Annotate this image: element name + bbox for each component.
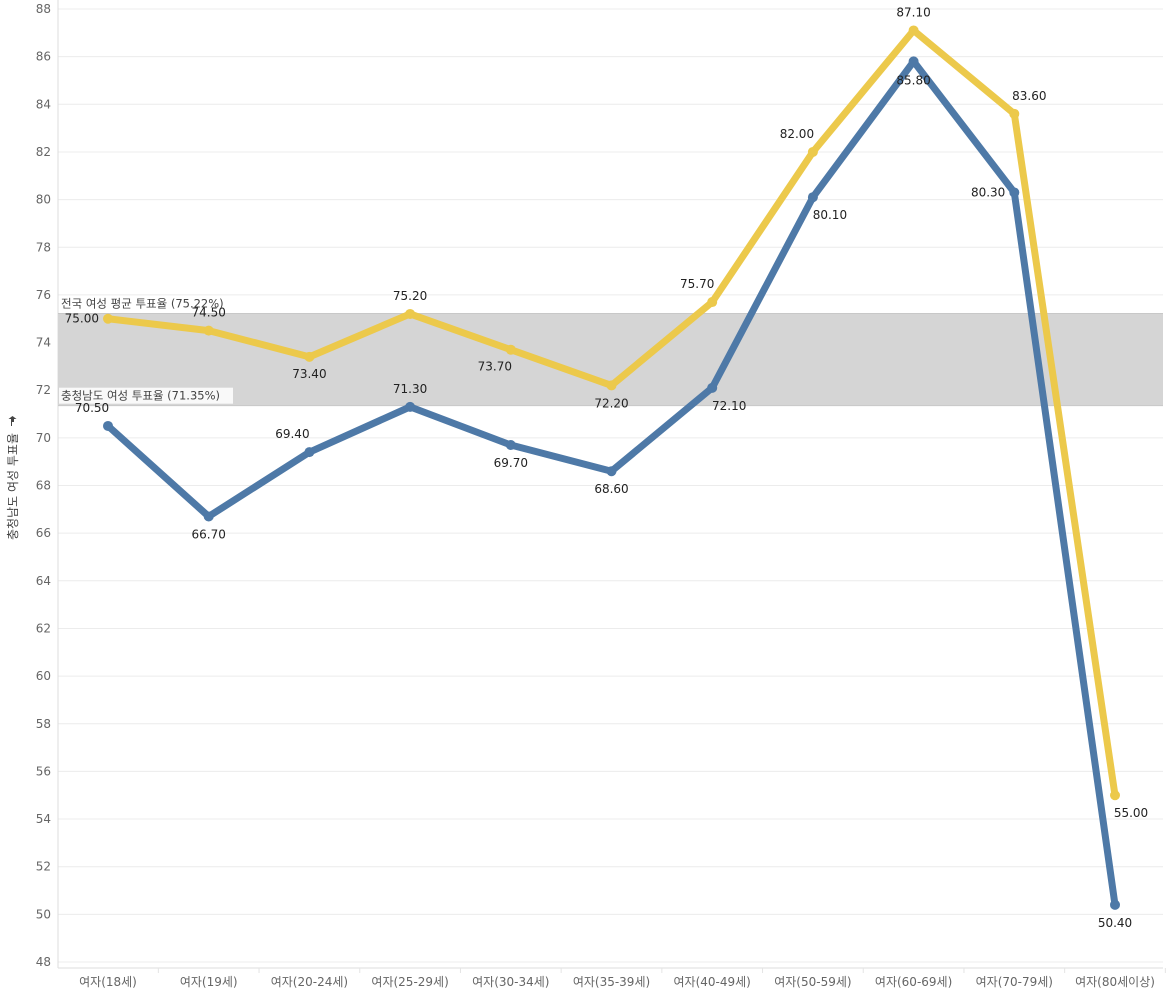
y-tick-label: 82 xyxy=(36,145,51,159)
data-point-national xyxy=(505,344,516,355)
y-tick-label: 50 xyxy=(36,907,51,921)
data-point-national xyxy=(103,313,113,324)
data-point-national xyxy=(707,297,718,308)
y-tick-label: 64 xyxy=(36,574,51,588)
series-line-national xyxy=(104,26,1119,799)
x-tick-label: 여자(80세이상) xyxy=(1075,975,1155,989)
data-label-national: 87.10 xyxy=(896,5,930,19)
x-tick-label: 여자(30-34세) xyxy=(472,975,549,989)
data-labels: 75.00 74.50 73.40 75.20 73.70 72.20 75.70 82.00… xyxy=(65,5,1149,929)
data-label-national: 55.00 xyxy=(1114,806,1148,820)
y-tick-label: 80 xyxy=(36,193,51,207)
data-point-national xyxy=(304,351,315,362)
x-tick-label: 여자(18세) xyxy=(79,975,137,989)
data-label-chungnam: 69.70 xyxy=(494,456,528,470)
y-tick-label: 68 xyxy=(36,479,51,493)
data-point-chungnam xyxy=(707,382,718,393)
y-tick-label: 74 xyxy=(36,336,51,350)
data-label-national: 75.70 xyxy=(680,277,714,291)
x-tick-label: 여자(40-49세) xyxy=(674,975,751,989)
y-tick-label: 88 xyxy=(36,2,51,16)
x-axis: 여자(18세) 여자(19세) 여자(20-24세) 여자(25-29세) 여자(30-… xyxy=(79,968,1166,989)
data-label-chungnam: 85.80 xyxy=(896,73,930,87)
data-label-chungnam: 66.70 xyxy=(192,527,226,541)
data-label-national: 74.50 xyxy=(192,306,226,320)
data-label-national: 75.00 xyxy=(65,312,99,326)
x-tick-label: 여자(60-69세) xyxy=(875,975,952,989)
data-point-chungnam xyxy=(807,192,818,203)
data-point-chungnam xyxy=(405,401,416,412)
y-tick-label: 54 xyxy=(36,812,51,826)
x-tick-label: 여자(25-29세) xyxy=(371,975,448,989)
y-tick-label: 58 xyxy=(36,717,51,731)
y-axis: 48 50 52 54 56 58 60 62 64 66 68 70 72 74 76 78 80 82 84 86… xyxy=(36,2,51,969)
y-tick-label: 52 xyxy=(36,860,51,874)
x-tick-label: 여자(35-39세) xyxy=(573,975,650,989)
reference-label-lower-bg xyxy=(59,387,233,404)
data-point-chungnam xyxy=(203,511,214,522)
data-label-national: 72.20 xyxy=(594,396,628,410)
y-axis-title: 충청남도 여성 투표율 xyxy=(6,433,20,540)
data-point-chungnam xyxy=(304,447,315,458)
series-lines xyxy=(103,25,1120,910)
data-label-national: 73.40 xyxy=(292,367,326,381)
y-tick-label: 76 xyxy=(36,288,51,302)
x-tick-label: 여자(20-24세) xyxy=(271,975,348,989)
data-label-chungnam: 80.30 xyxy=(971,185,1005,199)
data-label-chungnam: 68.60 xyxy=(594,482,628,496)
data-point-chungnam xyxy=(505,439,516,450)
data-point-chungnam xyxy=(1110,899,1120,910)
y-tick-label: 84 xyxy=(36,97,51,111)
data-label-national: 73.70 xyxy=(478,360,512,374)
y-tick-label: 56 xyxy=(36,764,51,778)
data-label-national: 75.20 xyxy=(393,289,427,303)
data-point-national xyxy=(908,25,919,36)
y-axis-title-group[interactable]: 충청남도 여성 투표율 xyxy=(6,416,20,540)
data-label-chungnam: 80.10 xyxy=(813,208,847,222)
x-tick-label: 여자(50-59세) xyxy=(774,975,851,989)
data-label-chungnam: 72.10 xyxy=(712,399,746,413)
data-point-chungnam xyxy=(103,420,113,431)
y-tick-label: 72 xyxy=(36,383,51,397)
y-tick-label: 70 xyxy=(36,431,51,445)
x-tick-label: 여자(19세) xyxy=(180,975,238,989)
data-label-chungnam: 70.50 xyxy=(75,401,109,415)
data-point-national xyxy=(807,146,818,157)
data-point-national xyxy=(203,325,214,336)
data-label-chungnam: 71.30 xyxy=(393,382,427,396)
data-label-national: 82.00 xyxy=(780,127,814,141)
reference-label-lower: 충청남도 여성 투표율 (71.35%) xyxy=(61,389,220,403)
data-point-national xyxy=(405,308,416,319)
pin-icon[interactable] xyxy=(8,416,17,426)
y-tick-label: 86 xyxy=(36,50,51,64)
y-tick-label: 66 xyxy=(36,526,51,540)
reference-label-upper: 전국 여성 평균 투표율 (75.22%) xyxy=(61,296,224,310)
data-point-chungnam xyxy=(1009,187,1020,198)
data-point-chungnam xyxy=(606,466,617,477)
x-tick-label: 여자(70-79세) xyxy=(976,975,1053,989)
data-point-chungnam xyxy=(908,56,919,67)
data-point-national xyxy=(1110,790,1120,801)
data-point-national xyxy=(1009,108,1020,119)
data-point-national xyxy=(606,380,617,391)
y-tick-label: 62 xyxy=(36,621,51,635)
y-tick-label: 78 xyxy=(36,240,51,254)
data-label-national: 83.60 xyxy=(1012,89,1046,103)
data-label-chungnam: 50.40 xyxy=(1098,916,1132,930)
data-label-chungnam: 69.40 xyxy=(275,427,309,441)
y-tick-label: 48 xyxy=(36,955,51,969)
y-tick-label: 60 xyxy=(36,669,51,683)
